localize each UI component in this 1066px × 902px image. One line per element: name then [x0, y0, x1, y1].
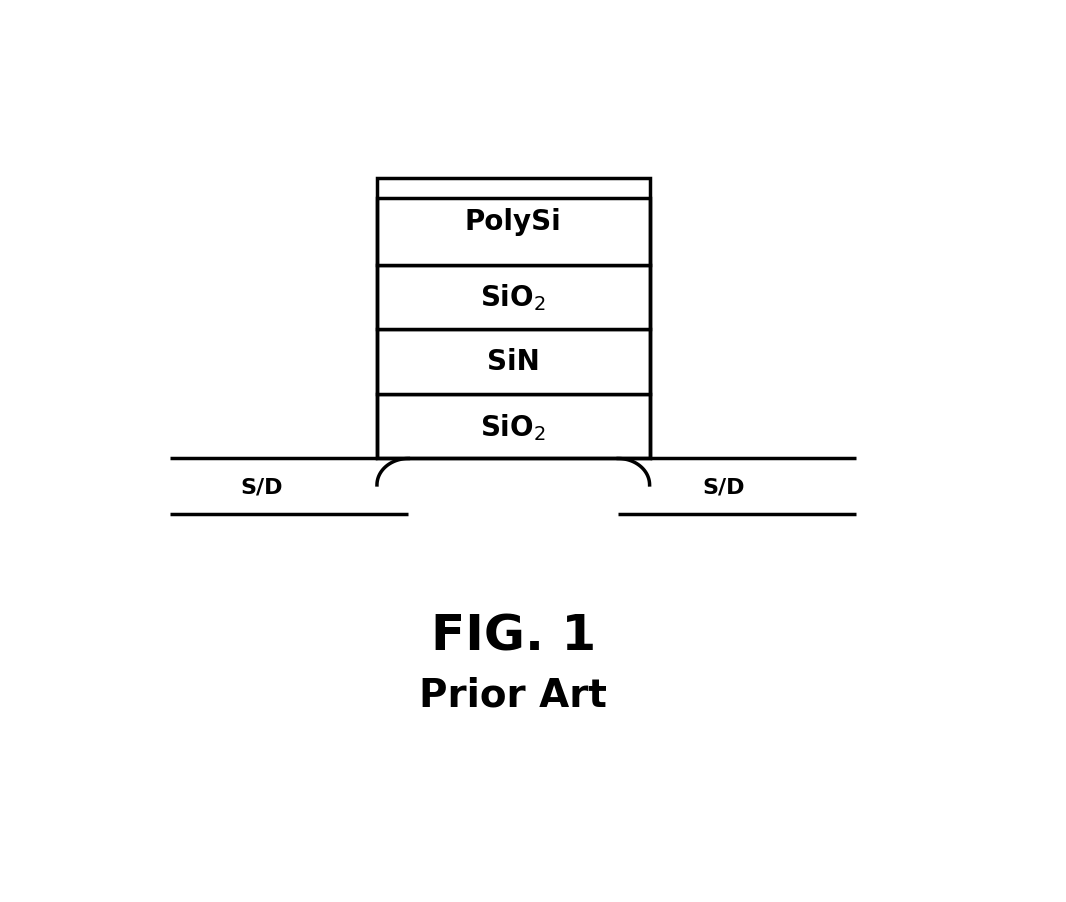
Text: Prior Art: Prior Art	[419, 676, 608, 714]
Bar	[377, 179, 649, 265]
Text: SiN: SiN	[487, 348, 539, 376]
Text: FIG. 1: FIG. 1	[431, 612, 596, 660]
Bar	[377, 265, 649, 330]
Text: SiO$_2$: SiO$_2$	[481, 282, 546, 313]
Text: SiO$_2$: SiO$_2$	[481, 411, 546, 442]
Text: PolySi: PolySi	[465, 207, 562, 235]
Text: S/D: S/D	[702, 477, 745, 497]
Bar	[377, 198, 649, 459]
Text: S/D: S/D	[240, 477, 282, 497]
Bar	[377, 330, 649, 394]
Bar	[377, 394, 649, 459]
